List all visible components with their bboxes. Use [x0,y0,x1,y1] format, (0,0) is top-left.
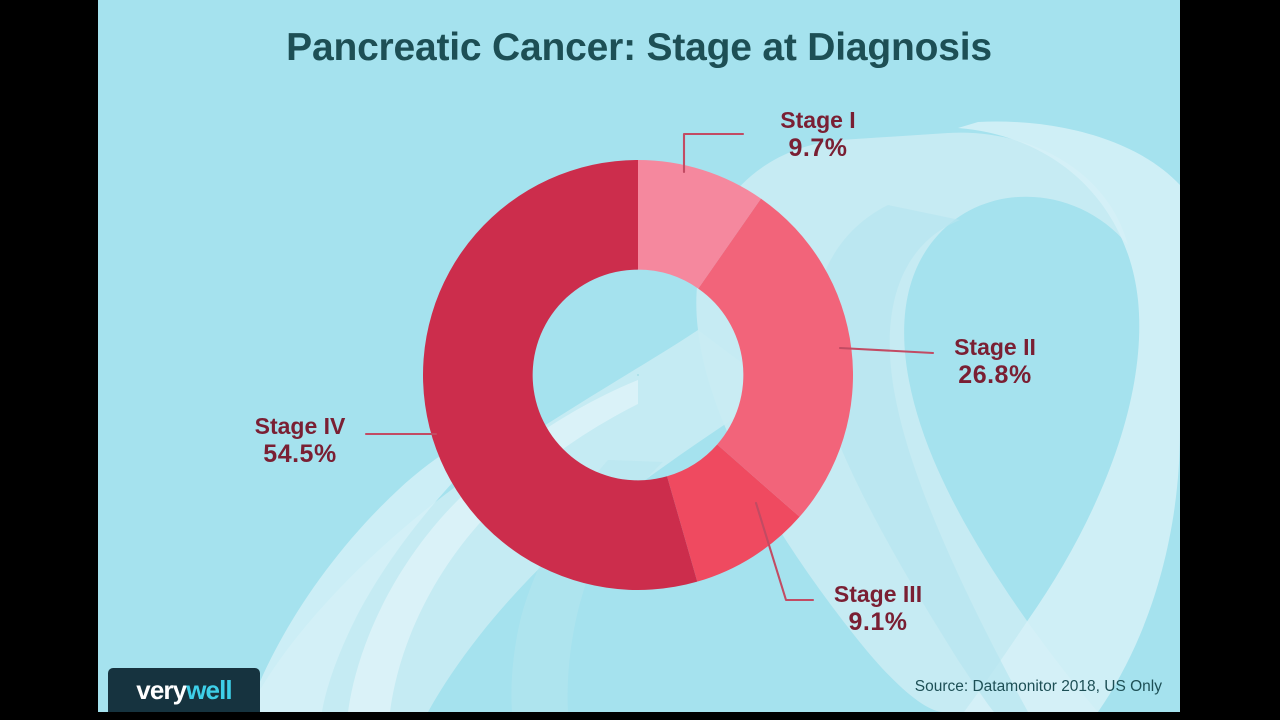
callout-stage-1: Stage I 9.7% [758,107,878,162]
logo-text: verywell [136,674,232,706]
letterbox-right [1180,0,1280,720]
callout-stage-4-label: Stage IV [254,413,346,439]
verywell-logo: verywell [108,668,260,712]
logo-text-well: well [186,674,232,705]
logo-text-very: very [136,674,187,705]
letterbox-bottom [0,712,1280,720]
callout-stage-2: Stage II 26.8% [936,334,1054,389]
donut-center-dot [637,374,639,376]
callout-stage-4: Stage IV 54.5% [240,413,360,468]
callout-stage-3-label: Stage III [833,581,923,607]
callout-stage-4-value: 54.5% [263,439,337,468]
chart-slide: Pancreatic Cancer: Stage at Diagnosis St… [98,0,1180,712]
page-title: Pancreatic Cancer: Stage at Diagnosis [286,26,992,69]
source-note: Source: Datamonitor 2018, US Only [914,678,1162,695]
callout-stage-2-value: 26.8% [958,360,1032,389]
callout-stage-3-value: 9.1% [848,607,908,636]
callout-stage-3: Stage III 9.1% [818,581,938,636]
leader-line-stage-1 [682,132,745,174]
leader-line-stage-2 [838,346,935,355]
callout-stage-1-label: Stage I [780,107,856,133]
callout-stage-1-value: 9.7% [788,133,848,162]
letterbox-left [0,0,98,720]
callout-stage-2-label: Stage II [954,334,1036,360]
